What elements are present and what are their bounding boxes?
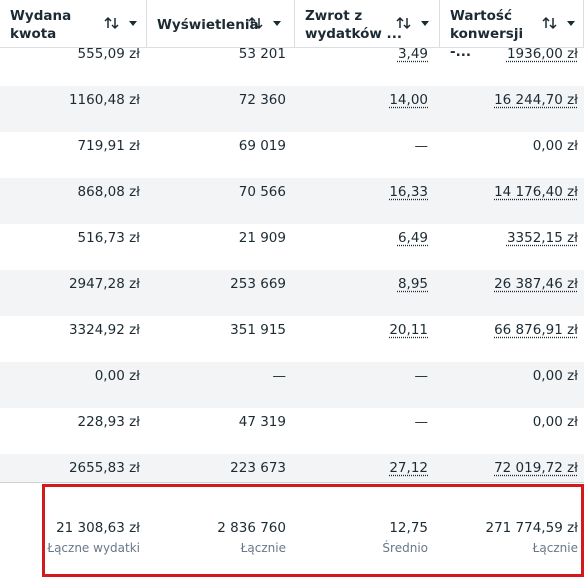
total-value: 271 774,59 zł (485, 520, 578, 536)
table-cell: 72 360 (238, 92, 286, 108)
table-cell: 0,00 zł (532, 368, 578, 384)
column-title: Wartość konwersji -... (450, 8, 524, 60)
column-header[interactable]: Wydana kwota (0, 0, 147, 47)
total-label: Średnio (382, 541, 428, 555)
total-label: Łącznie (240, 541, 286, 555)
table-cell: 223 673 (230, 460, 286, 476)
table-cell[interactable]: 27,12 (389, 460, 428, 476)
table-row: 3324,92 zł 351 915 20,11 66 876,91 zł (0, 316, 584, 362)
table-cell: 228,93 zł (77, 414, 140, 430)
table-cell[interactable]: 3352,15 zł (506, 230, 578, 246)
table-cell: 253 669 (230, 276, 286, 292)
table-cell[interactable]: 8,95 (397, 276, 428, 292)
table-cell: 47 319 (238, 414, 286, 430)
table-cell[interactable]: 66 876,91 zł (494, 322, 578, 338)
table-cell: 3324,92 zł (68, 322, 140, 338)
column-header[interactable]: Wartość konwersji -... (440, 0, 584, 60)
table-cell: 1160,48 zł (68, 92, 140, 108)
table-row: 0,00 zł — — 0,00 zł (0, 362, 584, 408)
table-cell: 0,00 zł (532, 414, 578, 430)
column-title: Zwrot z wydatków ... (305, 8, 402, 42)
table-cell: 868,08 zł (77, 184, 140, 200)
table-cell: — (414, 138, 429, 154)
table-cell: 0,00 zł (94, 368, 140, 384)
table-cell: 69 019 (238, 138, 286, 154)
table-cell[interactable]: 6,49 (397, 230, 428, 246)
sort-icons[interactable] (104, 15, 142, 35)
table-row: 868,08 zł 70 566 16,33 14 176,40 zł (0, 178, 584, 224)
table-cell: 2655,83 zł (68, 460, 140, 476)
highlight-box (42, 484, 584, 577)
table-cell[interactable]: 26 387,46 zł (494, 276, 578, 292)
table-cell: — (414, 414, 429, 430)
table-cell[interactable]: 16,33 (389, 184, 428, 200)
table-header: Wydana kwota Wyświetlenia Zwrot z wydatków… (0, 0, 584, 60)
total-label: Łączne wydatki (47, 541, 140, 555)
sort-icons[interactable] (396, 15, 434, 35)
column-header[interactable]: Zwrot z wydatków ... (295, 0, 440, 47)
total-label: Łącznie (532, 541, 578, 555)
sort-icon[interactable] (542, 15, 580, 31)
table-cell: 351 915 (230, 322, 286, 338)
table-cell[interactable]: 14,00 (389, 92, 428, 108)
table-cell[interactable]: 1936,00 zł (506, 46, 578, 62)
total-value: 21 308,63 zł (56, 520, 140, 536)
table-row: 555,09 zł 53 201 3,49 1936,00 zł (0, 40, 584, 86)
column-title: Wydana kwota (10, 8, 72, 42)
table-row: 1160,48 zł 72 360 14,00 16 244,70 zł (0, 86, 584, 132)
table-row: 719,91 zł 69 019 — 0,00 zł (0, 132, 584, 178)
table-cell[interactable]: 16 244,70 zł (494, 92, 578, 108)
column-header[interactable]: Wyświetlenia (147, 0, 295, 47)
table-cell[interactable]: 20,11 (389, 322, 428, 338)
sort-icon[interactable] (396, 15, 434, 31)
table-row: 516,73 zł 21 909 6,49 3352,15 zł (0, 224, 584, 270)
table-cell: 719,91 zł (77, 138, 140, 154)
table-cell: 53 201 (238, 46, 286, 62)
table-cell: 0,00 zł (532, 138, 578, 154)
table-cell: 21 909 (238, 230, 286, 246)
table-row: 2947,28 zł 253 669 8,95 26 387,46 zł (0, 270, 584, 316)
table-row: 228,93 zł 47 319 — 0,00 zł (0, 408, 584, 454)
column-title: Wyświetlenia (157, 17, 259, 33)
sort-icons[interactable] (542, 15, 580, 35)
sort-icons[interactable] (248, 15, 286, 35)
table-cell: — (414, 368, 429, 384)
sort-icon[interactable] (248, 15, 286, 31)
total-value: 12,75 (389, 520, 428, 536)
table-cell: 2947,28 zł (68, 276, 140, 292)
table-cell: 70 566 (238, 184, 286, 200)
table-cell: 555,09 zł (77, 46, 140, 62)
table-cell[interactable]: 14 176,40 zł (494, 184, 578, 200)
total-value: 2 836 760 (217, 520, 286, 536)
table-cell: 516,73 zł (77, 230, 140, 246)
table-cell: — (272, 368, 287, 384)
table-cell[interactable]: 72 019,72 zł (494, 460, 578, 476)
table-footer: 21 308,63 zł Łączne wydatki 2 836 760 Łączn… (0, 482, 584, 582)
table-cell[interactable]: 3,49 (397, 46, 428, 62)
sort-icon[interactable] (104, 15, 142, 31)
